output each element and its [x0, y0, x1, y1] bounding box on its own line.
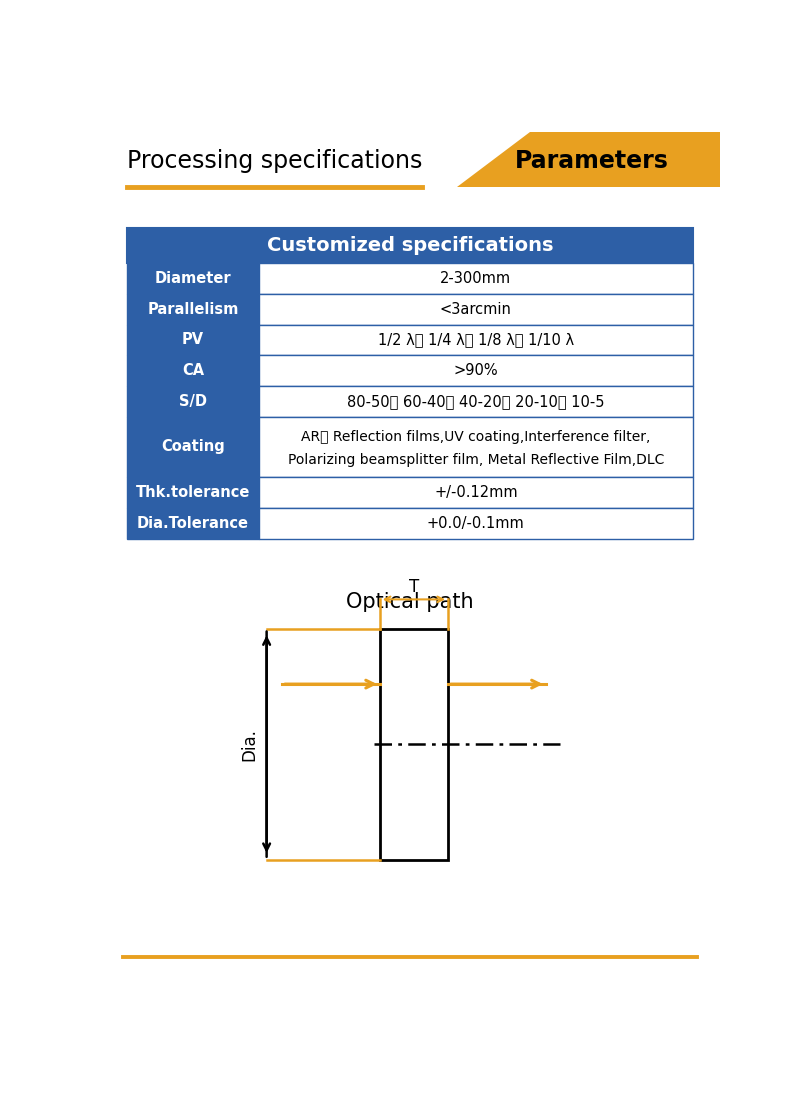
Text: 2-300mm: 2-300mm — [440, 271, 511, 286]
Text: S/D: S/D — [179, 394, 207, 409]
Text: CA: CA — [182, 363, 204, 378]
Text: >90%: >90% — [454, 363, 498, 378]
Bar — [127, 355, 259, 386]
Polygon shape — [457, 132, 720, 187]
Bar — [127, 477, 259, 508]
Text: Polarizing beamsplitter film, Metal Reflective Film,DLC: Polarizing beamsplitter film, Metal Refl… — [288, 453, 664, 468]
Bar — [127, 263, 259, 294]
Text: +/-0.12mm: +/-0.12mm — [434, 485, 518, 499]
Bar — [127, 324, 259, 355]
Text: Dia.: Dia. — [241, 728, 258, 760]
Text: PV: PV — [182, 332, 204, 348]
Bar — [259, 508, 693, 539]
Bar — [259, 324, 693, 355]
Bar — [259, 477, 693, 508]
Text: AR、 Reflection films,UV coating,Interference filter,: AR、 Reflection films,UV coating,Interfer… — [301, 430, 650, 443]
Text: Diameter: Diameter — [154, 271, 231, 286]
Bar — [259, 386, 693, 417]
Text: Parallelism: Parallelism — [147, 301, 238, 317]
Bar — [127, 294, 259, 324]
Bar — [127, 417, 259, 477]
Text: 1/2 λ、 1/4 λ、 1/8 λ、 1/10 λ: 1/2 λ、 1/4 λ、 1/8 λ、 1/10 λ — [378, 332, 574, 348]
Bar — [259, 294, 693, 324]
Text: Customized specifications: Customized specifications — [266, 236, 554, 255]
Text: Processing specifications: Processing specifications — [127, 150, 422, 174]
Bar — [259, 355, 693, 386]
Bar — [127, 508, 259, 539]
Text: Optical path: Optical path — [346, 592, 474, 612]
Text: <3arcmin: <3arcmin — [440, 301, 512, 317]
Bar — [127, 386, 259, 417]
Bar — [259, 417, 693, 477]
Text: 80-50、 60-40、 40-20、 20-10、 10-5: 80-50、 60-40、 40-20、 20-10、 10-5 — [347, 394, 605, 409]
Text: Thk.tolerance: Thk.tolerance — [136, 485, 250, 499]
Bar — [127, 229, 693, 263]
Text: Coating: Coating — [161, 439, 225, 454]
Text: +0.0/-0.1mm: +0.0/-0.1mm — [427, 516, 525, 530]
Bar — [380, 629, 448, 860]
Text: T: T — [409, 578, 419, 595]
Bar — [259, 263, 693, 294]
Text: Dia.Tolerance: Dia.Tolerance — [137, 516, 249, 530]
Text: Parameters: Parameters — [515, 150, 669, 174]
